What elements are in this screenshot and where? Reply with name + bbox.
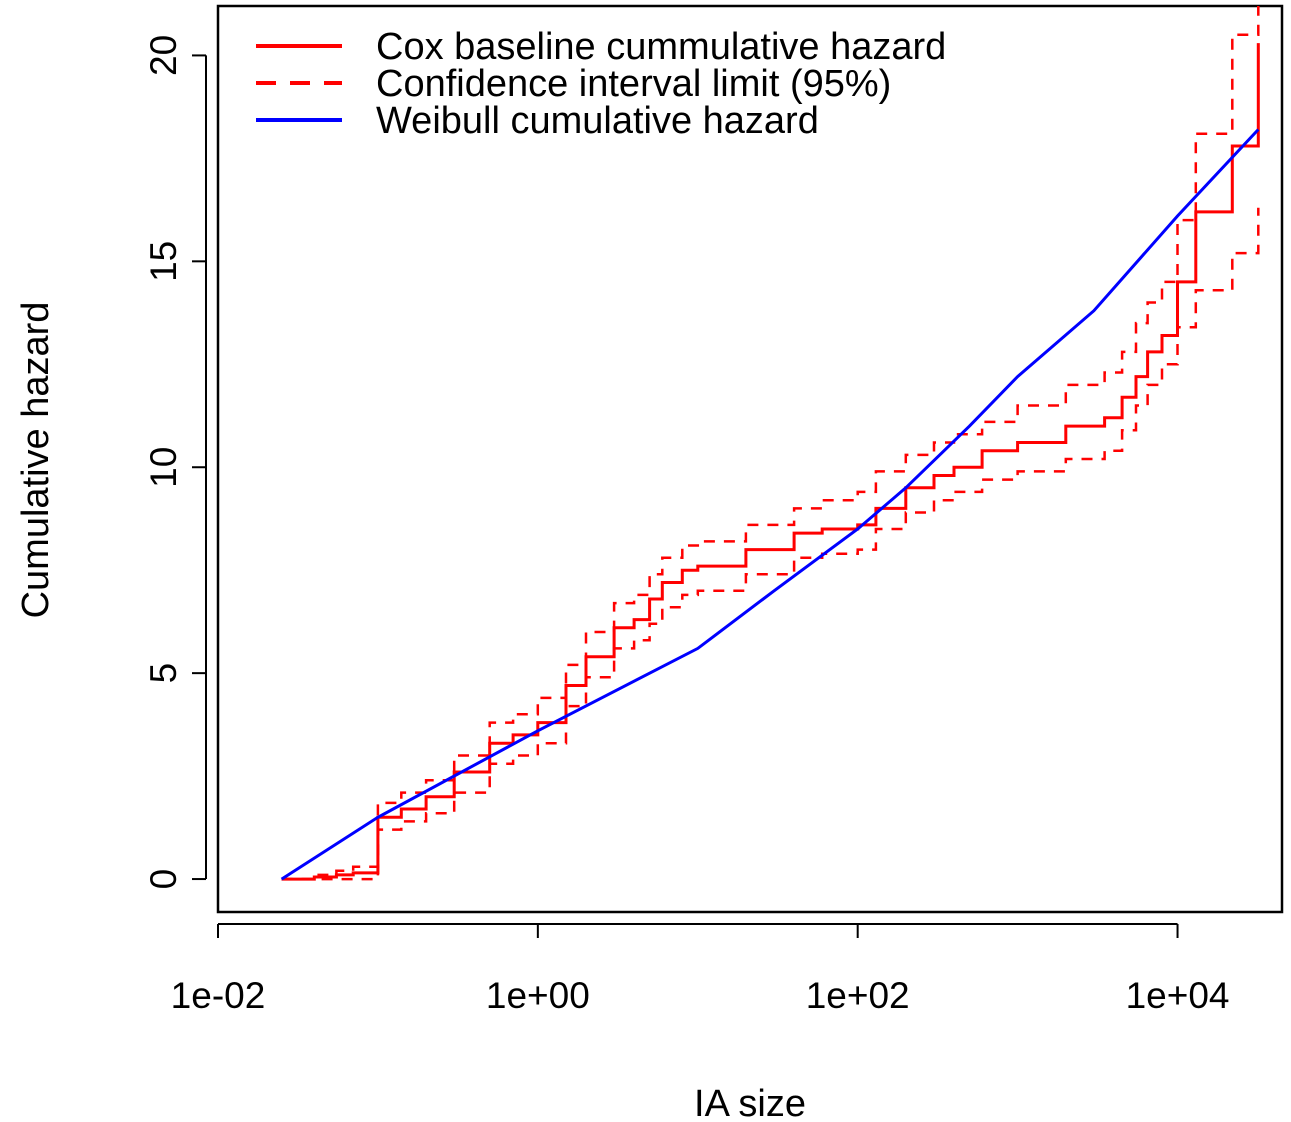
y-tick-label-0: 0 — [143, 869, 184, 890]
legend: Cox baseline cummulative hazardConfidenc… — [256, 26, 946, 142]
x-tick-label-3: 1e+04 — [1126, 975, 1230, 1016]
x-tick-label-0: 1e-02 — [171, 975, 266, 1016]
series-layer — [280, 6, 1260, 881]
x-axis: 1e-02 1e+00 1e+02 1e+04 — [171, 923, 1230, 1016]
x-tick-label-1: 1e+00 — [486, 975, 590, 1016]
x-axis-label: IA size — [694, 1083, 806, 1122]
legend-label-1: Confidence interval limit (95%) — [376, 63, 891, 105]
y-axis-label: Cumulative hazard — [15, 302, 57, 619]
legend-label-2: Weibull cumulative hazard — [376, 100, 819, 142]
series-line-3 — [280, 128, 1260, 881]
y-tick-label-4: 20 — [143, 35, 184, 76]
legend-label-0: Cox baseline cummulative hazard — [376, 26, 946, 68]
y-tick-label-3: 15 — [143, 241, 184, 282]
series-line-0 — [281, 43, 1260, 881]
series-line-2 — [281, 207, 1260, 881]
y-tick-label-2: 10 — [143, 447, 184, 488]
y-axis: 0 5 10 15 20 — [143, 35, 207, 890]
x-tick-label-2: 1e+02 — [806, 975, 910, 1016]
y-tick-label-1: 5 — [143, 663, 184, 684]
plot-frame — [216, 4, 1284, 914]
